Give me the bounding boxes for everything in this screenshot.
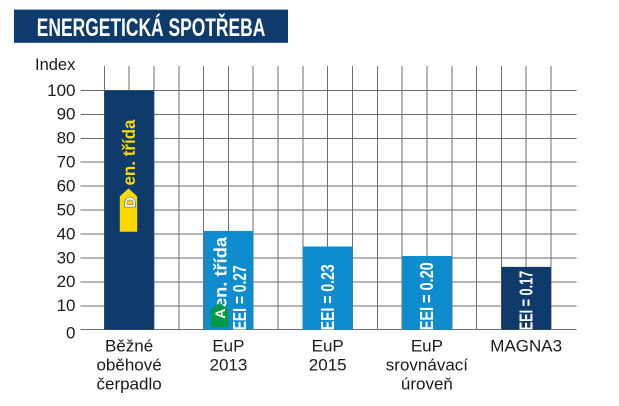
- svg-text:10: 10: [57, 296, 76, 315]
- svg-text:80: 80: [57, 129, 76, 148]
- svg-text:srovnávací: srovnávací: [386, 356, 468, 375]
- svg-text:EEI = 0.27: EEI = 0.27: [229, 265, 250, 330]
- svg-text:70: 70: [57, 153, 76, 172]
- svg-text:EuP: EuP: [312, 337, 344, 356]
- svg-text:60: 60: [57, 177, 76, 196]
- svg-text:MAGNA3: MAGNA3: [490, 337, 562, 356]
- svg-text:100: 100: [47, 81, 75, 100]
- svg-text:Index: Index: [35, 56, 76, 74]
- svg-text:Běžné: Běžné: [105, 337, 153, 356]
- svg-text:EuP: EuP: [411, 337, 443, 356]
- svg-text:oběhové: oběhové: [96, 356, 161, 375]
- svg-text:čerpadlo: čerpadlo: [96, 375, 161, 394]
- svg-text:ENERGETICKÁ SPOTŘEBA: ENERGETICKÁ SPOTŘEBA: [37, 12, 265, 42]
- svg-text:en. třída: en. třída: [119, 119, 139, 185]
- svg-text:30: 30: [57, 248, 76, 267]
- svg-text:úroveň: úroveň: [401, 375, 453, 394]
- svg-text:90: 90: [57, 105, 76, 124]
- svg-text:en. třída: en. třída: [211, 237, 231, 308]
- svg-text:EuP: EuP: [212, 337, 244, 356]
- svg-text:D: D: [122, 197, 139, 208]
- svg-text:0: 0: [66, 324, 75, 343]
- svg-text:2015: 2015: [309, 356, 347, 375]
- svg-text:EEI = 0.17: EEI = 0.17: [516, 271, 537, 331]
- svg-text:EEI = 0.23: EEI = 0.23: [317, 264, 338, 330]
- svg-text:40: 40: [57, 224, 76, 243]
- svg-text:EEI = 0.20: EEI = 0.20: [416, 262, 437, 330]
- svg-text:50: 50: [57, 201, 76, 220]
- svg-text:20: 20: [57, 272, 76, 291]
- svg-text:A: A: [212, 309, 228, 319]
- svg-text:2013: 2013: [209, 356, 247, 375]
